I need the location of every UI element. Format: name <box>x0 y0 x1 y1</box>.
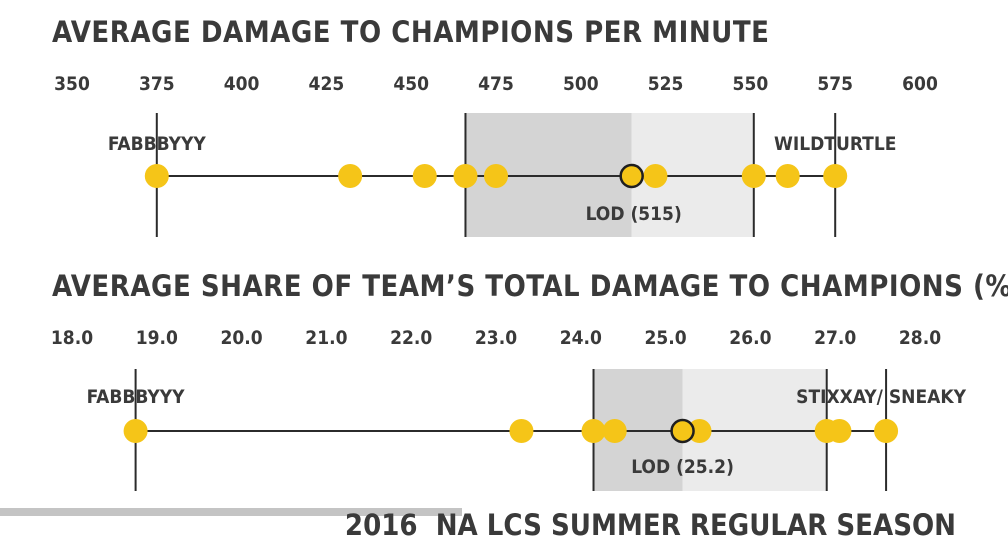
player-dot <box>338 164 363 188</box>
min-player-label: FABBBYYY <box>87 386 186 408</box>
highlight-dot <box>619 163 644 189</box>
player-dot <box>123 419 148 443</box>
player-dot <box>687 419 712 443</box>
x-tick-label: 20.0 <box>221 327 263 349</box>
damage-share-panel: AVERAGE SHARE OF TEAM’S TOTAL DAMAGE TO … <box>51 269 1008 491</box>
x-tick-label: 400 <box>224 73 260 95</box>
x-tick-label: 28.0 <box>899 327 941 349</box>
max-player-label: WILDTURTLE <box>774 133 896 155</box>
x-tick-label: 18.0 <box>51 327 93 349</box>
x-tick-label: 375 <box>139 73 175 95</box>
highlight-dot <box>670 418 695 444</box>
player-dot <box>453 164 478 188</box>
x-tick-label: 500 <box>563 73 599 95</box>
x-tick-label: 525 <box>648 73 684 95</box>
footer-season-label: 2016 NA LCS SUMMER REGULAR SEASON <box>345 508 956 542</box>
min-player-label: FABBBYYY <box>108 133 207 155</box>
player-dot <box>741 164 766 188</box>
x-tick-label: 27.0 <box>814 327 856 349</box>
chart-title: AVERAGE SHARE OF TEAM’S TOTAL DAMAGE TO … <box>52 269 1008 303</box>
player-dot <box>874 419 899 443</box>
player-dot <box>412 164 437 188</box>
player-dot <box>602 419 627 443</box>
x-tick-label: 21.0 <box>305 327 347 349</box>
x-tick-label: 26.0 <box>729 327 771 349</box>
player-dot <box>823 164 848 188</box>
x-tick-label: 600 <box>902 73 938 95</box>
x-tick-label: 25.0 <box>645 327 687 349</box>
damage-per-minute-panel: AVERAGE DAMAGE TO CHAMPIONS PER MINUTE 3… <box>52 15 938 237</box>
x-tick-label: 22.0 <box>390 327 432 349</box>
x-tick-label: 19.0 <box>136 327 178 349</box>
max-player-label: STIXXAY/ SNEAKY <box>796 386 966 408</box>
x-tick-label: 24.0 <box>560 327 602 349</box>
footer-divider <box>0 508 462 516</box>
chart-title: AVERAGE DAMAGE TO CHAMPIONS PER MINUTE <box>52 15 770 49</box>
x-tick-label: 550 <box>733 73 769 95</box>
x-tick-label: 425 <box>309 73 345 95</box>
player-dot <box>509 419 534 443</box>
x-tick-label: 23.0 <box>475 327 517 349</box>
player-dot <box>827 419 852 443</box>
highlight-label: LOD (515) <box>586 203 682 225</box>
x-tick-label: 450 <box>393 73 429 95</box>
x-tick-label: 350 <box>54 73 90 95</box>
player-dot <box>775 164 800 188</box>
x-tick-label: 475 <box>478 73 514 95</box>
player-dot <box>484 164 508 188</box>
highlight-label: LOD (25.2) <box>631 456 734 478</box>
player-dot <box>581 419 606 443</box>
x-tick-label: 575 <box>817 73 853 95</box>
player-dot <box>643 164 668 188</box>
player-dot <box>144 164 169 188</box>
